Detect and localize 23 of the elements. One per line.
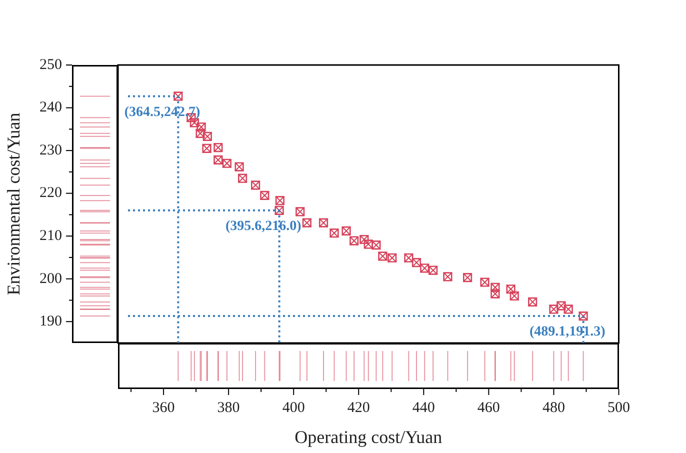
x-tick-label: 460 <box>477 400 500 416</box>
y-tick-label: 220 <box>40 185 62 202</box>
annotation: (395.6,216.0) <box>225 219 302 234</box>
x-tick-label: 400 <box>282 400 305 416</box>
x-tick-label: 380 <box>217 400 240 416</box>
y-tick-label: 250 <box>40 56 62 73</box>
y-tick-label: 210 <box>40 228 62 244</box>
annotation: (364.5,242.7) <box>124 104 200 120</box>
y-tick-label: 190 <box>40 314 62 330</box>
y-tick-label: 230 <box>40 142 62 158</box>
x-tick-label: 440 <box>412 400 435 416</box>
x-tick-label: 500 <box>608 400 630 416</box>
x-tick-label: 480 <box>542 400 565 416</box>
point <box>480 278 490 288</box>
y-tick-label: 200 <box>40 270 62 287</box>
x-axis-title: Operating cost/Yuan <box>294 426 442 447</box>
point <box>234 162 244 172</box>
x-tick-label: 420 <box>347 400 370 416</box>
y-tick-label: 240 <box>40 100 62 116</box>
annotation: (489.1,191.3) <box>529 324 606 340</box>
x-tick-label: 360 <box>152 400 175 416</box>
y-axis-title: Environmental cost/Yuan <box>4 112 24 296</box>
point <box>442 272 452 282</box>
